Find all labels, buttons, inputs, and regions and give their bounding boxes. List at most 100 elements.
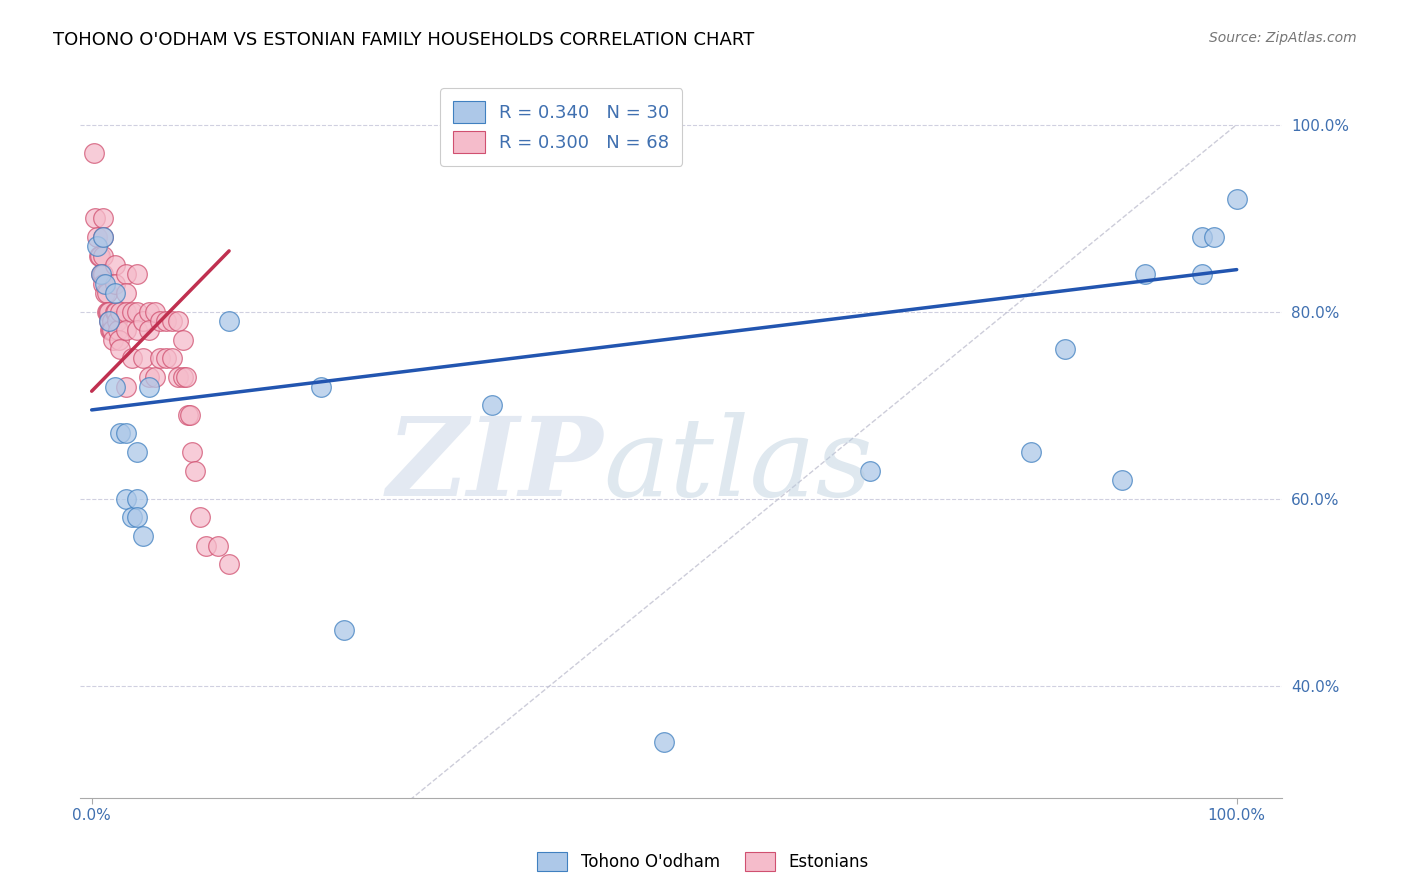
Point (121, 351, 143, 366)
Legend: R = 0.340   N = 30, R = 0.300   N = 68: R = 0.340 N = 30, R = 0.300 N = 68 (440, 88, 682, 166)
Point (110, 304, 132, 318)
Point (138, 304, 160, 318)
Point (218, 558, 240, 572)
Point (143, 304, 166, 318)
Point (859, 464, 882, 478)
Point (132, 529, 155, 543)
Point (96, 304, 118, 318)
Point (127, 323, 149, 337)
Point (103, 285, 125, 300)
Point (115, 426, 138, 441)
Point (160, 351, 183, 366)
Point (104, 304, 127, 318)
Point (84, 211, 107, 226)
Point (1226, 193, 1249, 207)
Point (89, 249, 111, 263)
Point (174, 370, 197, 384)
Point (90, 267, 112, 281)
Text: ZIP: ZIP (387, 412, 603, 520)
Point (481, 398, 503, 412)
Point (1191, 267, 1213, 281)
Point (1111, 473, 1133, 487)
Point (172, 333, 194, 347)
Point (97, 314, 120, 328)
Point (103, 277, 125, 291)
Point (115, 304, 138, 318)
Point (652, 735, 675, 749)
Point (121, 304, 143, 318)
Point (97, 304, 120, 318)
Point (91, 277, 114, 291)
Text: atlas: atlas (603, 412, 873, 520)
Point (177, 408, 200, 422)
Point (103, 304, 125, 318)
Point (160, 314, 183, 328)
Point (195, 539, 218, 553)
Point (86, 230, 108, 244)
Point (115, 323, 138, 337)
Point (96, 285, 118, 300)
Point (1019, 445, 1042, 459)
Text: Source: ZipAtlas.com: Source: ZipAtlas.com (1209, 31, 1357, 45)
Point (110, 426, 132, 441)
Point (103, 379, 125, 393)
Point (138, 323, 160, 337)
Point (86, 239, 108, 253)
Point (108, 333, 131, 347)
Point (115, 285, 138, 300)
Point (101, 314, 124, 328)
Point (121, 510, 143, 524)
Point (132, 351, 155, 366)
Point (110, 342, 132, 356)
Point (94, 277, 117, 291)
Point (83, 145, 105, 160)
Point (115, 267, 138, 281)
Point (138, 379, 160, 393)
Point (138, 370, 160, 384)
Point (91, 230, 114, 244)
Point (166, 314, 188, 328)
Point (155, 314, 177, 328)
Legend: Tohono O'odham, Estonians: Tohono O'odham, Estonians (529, 843, 877, 880)
Point (91, 267, 114, 281)
Point (115, 491, 138, 506)
Point (309, 379, 332, 393)
Point (97, 314, 120, 328)
Point (190, 510, 212, 524)
Point (1133, 267, 1156, 281)
Point (91, 267, 114, 281)
Point (207, 539, 229, 553)
Point (98, 323, 121, 337)
Point (97, 304, 120, 318)
Point (100, 323, 122, 337)
Point (143, 370, 166, 384)
Point (149, 351, 172, 366)
Point (179, 408, 201, 422)
Point (149, 314, 172, 328)
Text: TOHONO O'ODHAM VS ESTONIAN FAMILY HOUSEHOLDS CORRELATION CHART: TOHONO O'ODHAM VS ESTONIAN FAMILY HOUSEH… (53, 31, 755, 49)
Point (127, 445, 149, 459)
Point (127, 304, 149, 318)
Point (181, 445, 204, 459)
Point (103, 333, 125, 347)
Point (91, 211, 114, 226)
Point (1053, 342, 1076, 356)
Point (127, 267, 149, 281)
Point (90, 267, 112, 281)
Point (101, 323, 124, 337)
Point (105, 314, 128, 328)
Point (132, 314, 155, 328)
Point (166, 370, 188, 384)
Point (107, 323, 129, 337)
Point (1191, 230, 1213, 244)
Point (127, 491, 149, 506)
Point (127, 510, 149, 524)
Point (115, 379, 138, 393)
Point (103, 258, 125, 272)
Point (1202, 230, 1225, 244)
Point (184, 464, 207, 478)
Point (155, 351, 177, 366)
Point (91, 249, 114, 263)
Point (218, 314, 240, 328)
Point (91, 230, 114, 244)
